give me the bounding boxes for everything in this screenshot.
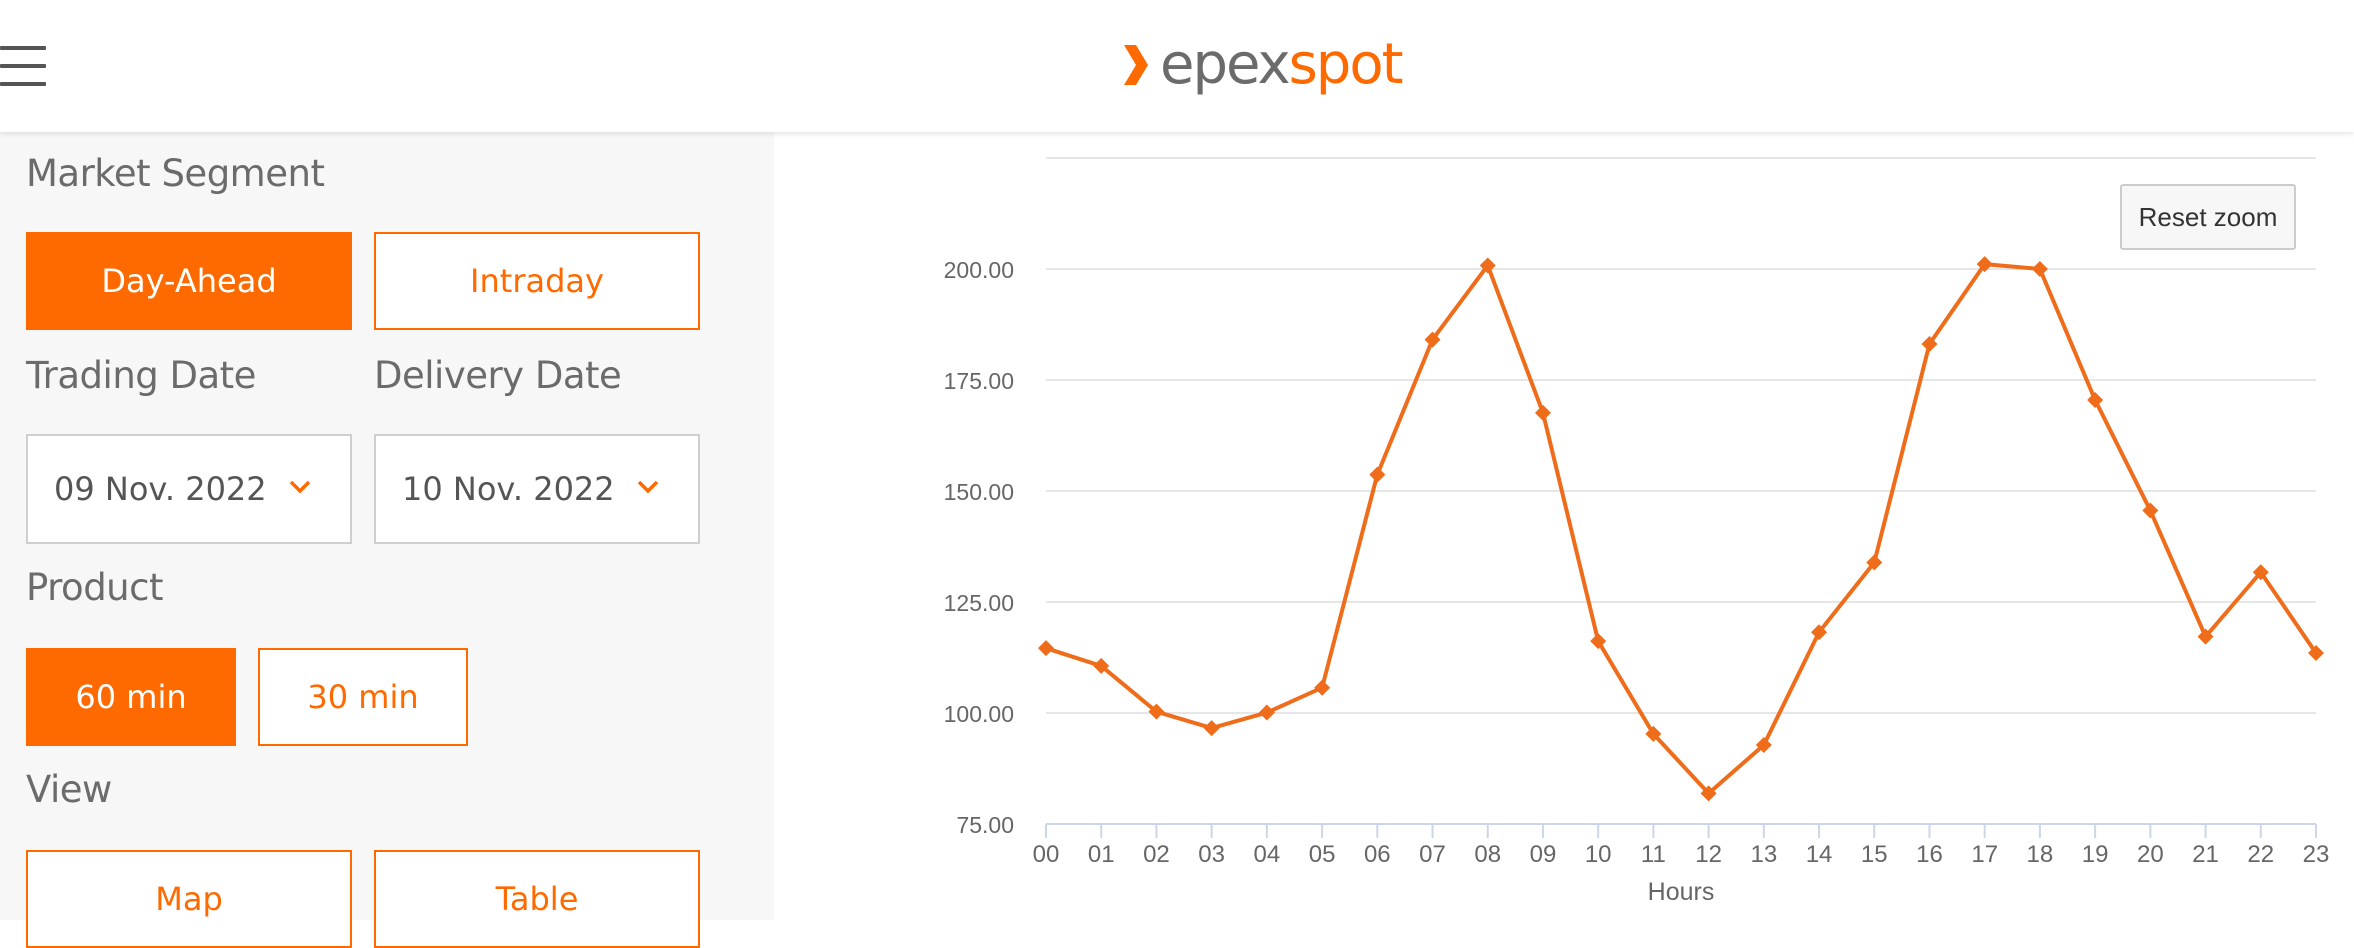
x-tick-label: 16 xyxy=(1916,841,1943,868)
logo-text-spot: spot xyxy=(1288,32,1404,97)
30-min-button[interactable]: 30 min xyxy=(258,648,468,746)
delivery-date-select[interactable]: 10 Nov. 2022 xyxy=(374,434,700,544)
data-point xyxy=(1811,624,1828,641)
x-tick-label: 18 xyxy=(2027,841,2054,868)
reset-zoom-button[interactable]: Reset zoom xyxy=(2120,184,2296,250)
filter-sidebar: Market Segment Day-Ahead Intraday Tradin… xyxy=(0,132,774,948)
product-label: Product xyxy=(26,566,163,609)
x-tick-label: 22 xyxy=(2247,841,2274,868)
x-tick-label: 00 xyxy=(1033,841,1060,868)
market-segment-label: Market Segment xyxy=(26,152,325,195)
x-tick-label: 10 xyxy=(1585,841,1612,868)
data-point xyxy=(1534,404,1551,421)
table-view-button[interactable]: Table xyxy=(374,850,700,948)
series-line xyxy=(1045,262,2318,796)
x-tick-label: 23 xyxy=(2303,841,2330,868)
x-tick-label: 11 xyxy=(1641,841,1666,868)
x-tick-label: 17 xyxy=(1971,841,1998,868)
x-tick-label: 14 xyxy=(1806,841,1833,868)
data-point xyxy=(1038,640,1054,657)
chevron-down-icon xyxy=(637,480,659,494)
y-tick-label: 200.00 xyxy=(944,257,1014,283)
data-point xyxy=(1976,256,1993,273)
trading-date-value: 09 Nov. 2022 xyxy=(54,470,267,508)
line-chart-svg: 75.00 100.00 125.00 150.00 175.00 200.00 00 01 0… xyxy=(944,157,2330,906)
data-point xyxy=(2087,391,2104,408)
trading-date-label: Trading Date xyxy=(26,354,256,397)
price-chart[interactable]: 75.00 100.00 125.00 150.00 175.00 200.00 00 01 0… xyxy=(774,132,2354,920)
trading-date-select[interactable]: 09 Nov. 2022 xyxy=(26,434,352,544)
y-tick-label: 75.00 xyxy=(956,812,1014,838)
data-point xyxy=(1700,785,1717,802)
chevron-down-icon xyxy=(289,480,311,494)
x-tick-label: 20 xyxy=(2137,841,2164,868)
60-min-button[interactable]: 60 min xyxy=(26,648,236,746)
data-point xyxy=(1369,466,1386,483)
x-tick-label: 12 xyxy=(1695,841,1722,868)
data-point xyxy=(1314,679,1331,696)
data-point xyxy=(1479,257,1496,274)
x-tick-label: 21 xyxy=(2192,841,2219,868)
x-tick-label: 19 xyxy=(2082,841,2109,868)
x-tick-label: 01 xyxy=(1088,841,1115,868)
x-tick-label: 15 xyxy=(1861,841,1888,868)
logo-text: epexspot xyxy=(1160,37,1404,93)
data-point xyxy=(1866,554,1883,571)
data-point xyxy=(1424,331,1441,348)
intraday-button[interactable]: Intraday xyxy=(374,232,700,330)
logo-text-epex: epex xyxy=(1160,32,1291,97)
x-tick-label: 04 xyxy=(1254,841,1281,868)
logo-chevron-icon xyxy=(1124,45,1148,85)
top-header: epexspot xyxy=(0,0,2354,132)
data-point xyxy=(1148,703,1165,720)
x-tick-label: 09 xyxy=(1530,841,1557,868)
data-point xyxy=(2197,628,2214,645)
epexspot-logo[interactable]: epexspot xyxy=(1122,30,1404,100)
x-axis-title: Hours xyxy=(1648,878,1715,906)
data-point xyxy=(2252,564,2269,581)
y-tick-label: 150.00 xyxy=(944,479,1014,505)
hamburger-menu-icon[interactable] xyxy=(0,46,48,86)
x-tick-label: 03 xyxy=(1198,841,1225,868)
x-tick-label: 07 xyxy=(1419,841,1446,868)
day-ahead-button[interactable]: Day-Ahead xyxy=(26,232,352,330)
y-tick-label: 125.00 xyxy=(944,590,1014,616)
delivery-date-label: Delivery Date xyxy=(374,354,622,397)
x-tick-label: 06 xyxy=(1364,841,1391,868)
data-point xyxy=(1645,725,1662,742)
x-tick-label: 08 xyxy=(1474,841,1501,868)
data-point xyxy=(1590,633,1607,650)
x-tick-label: 02 xyxy=(1143,841,1170,868)
data-point xyxy=(2031,261,2048,277)
y-tick-label: 100.00 xyxy=(944,701,1014,727)
data-point xyxy=(1755,736,1772,753)
view-label: View xyxy=(26,768,112,811)
data-point xyxy=(1203,720,1220,737)
map-view-button[interactable]: Map xyxy=(26,850,352,948)
delivery-date-value: 10 Nov. 2022 xyxy=(402,470,615,508)
data-point xyxy=(1921,336,1938,353)
data-point xyxy=(1093,657,1110,674)
data-point xyxy=(2142,502,2159,519)
y-tick-label: 175.00 xyxy=(944,368,1014,394)
data-point xyxy=(1258,704,1275,721)
x-tick-label: 05 xyxy=(1309,841,1336,868)
data-point xyxy=(2308,645,2324,662)
x-tick-label: 13 xyxy=(1750,841,1777,868)
